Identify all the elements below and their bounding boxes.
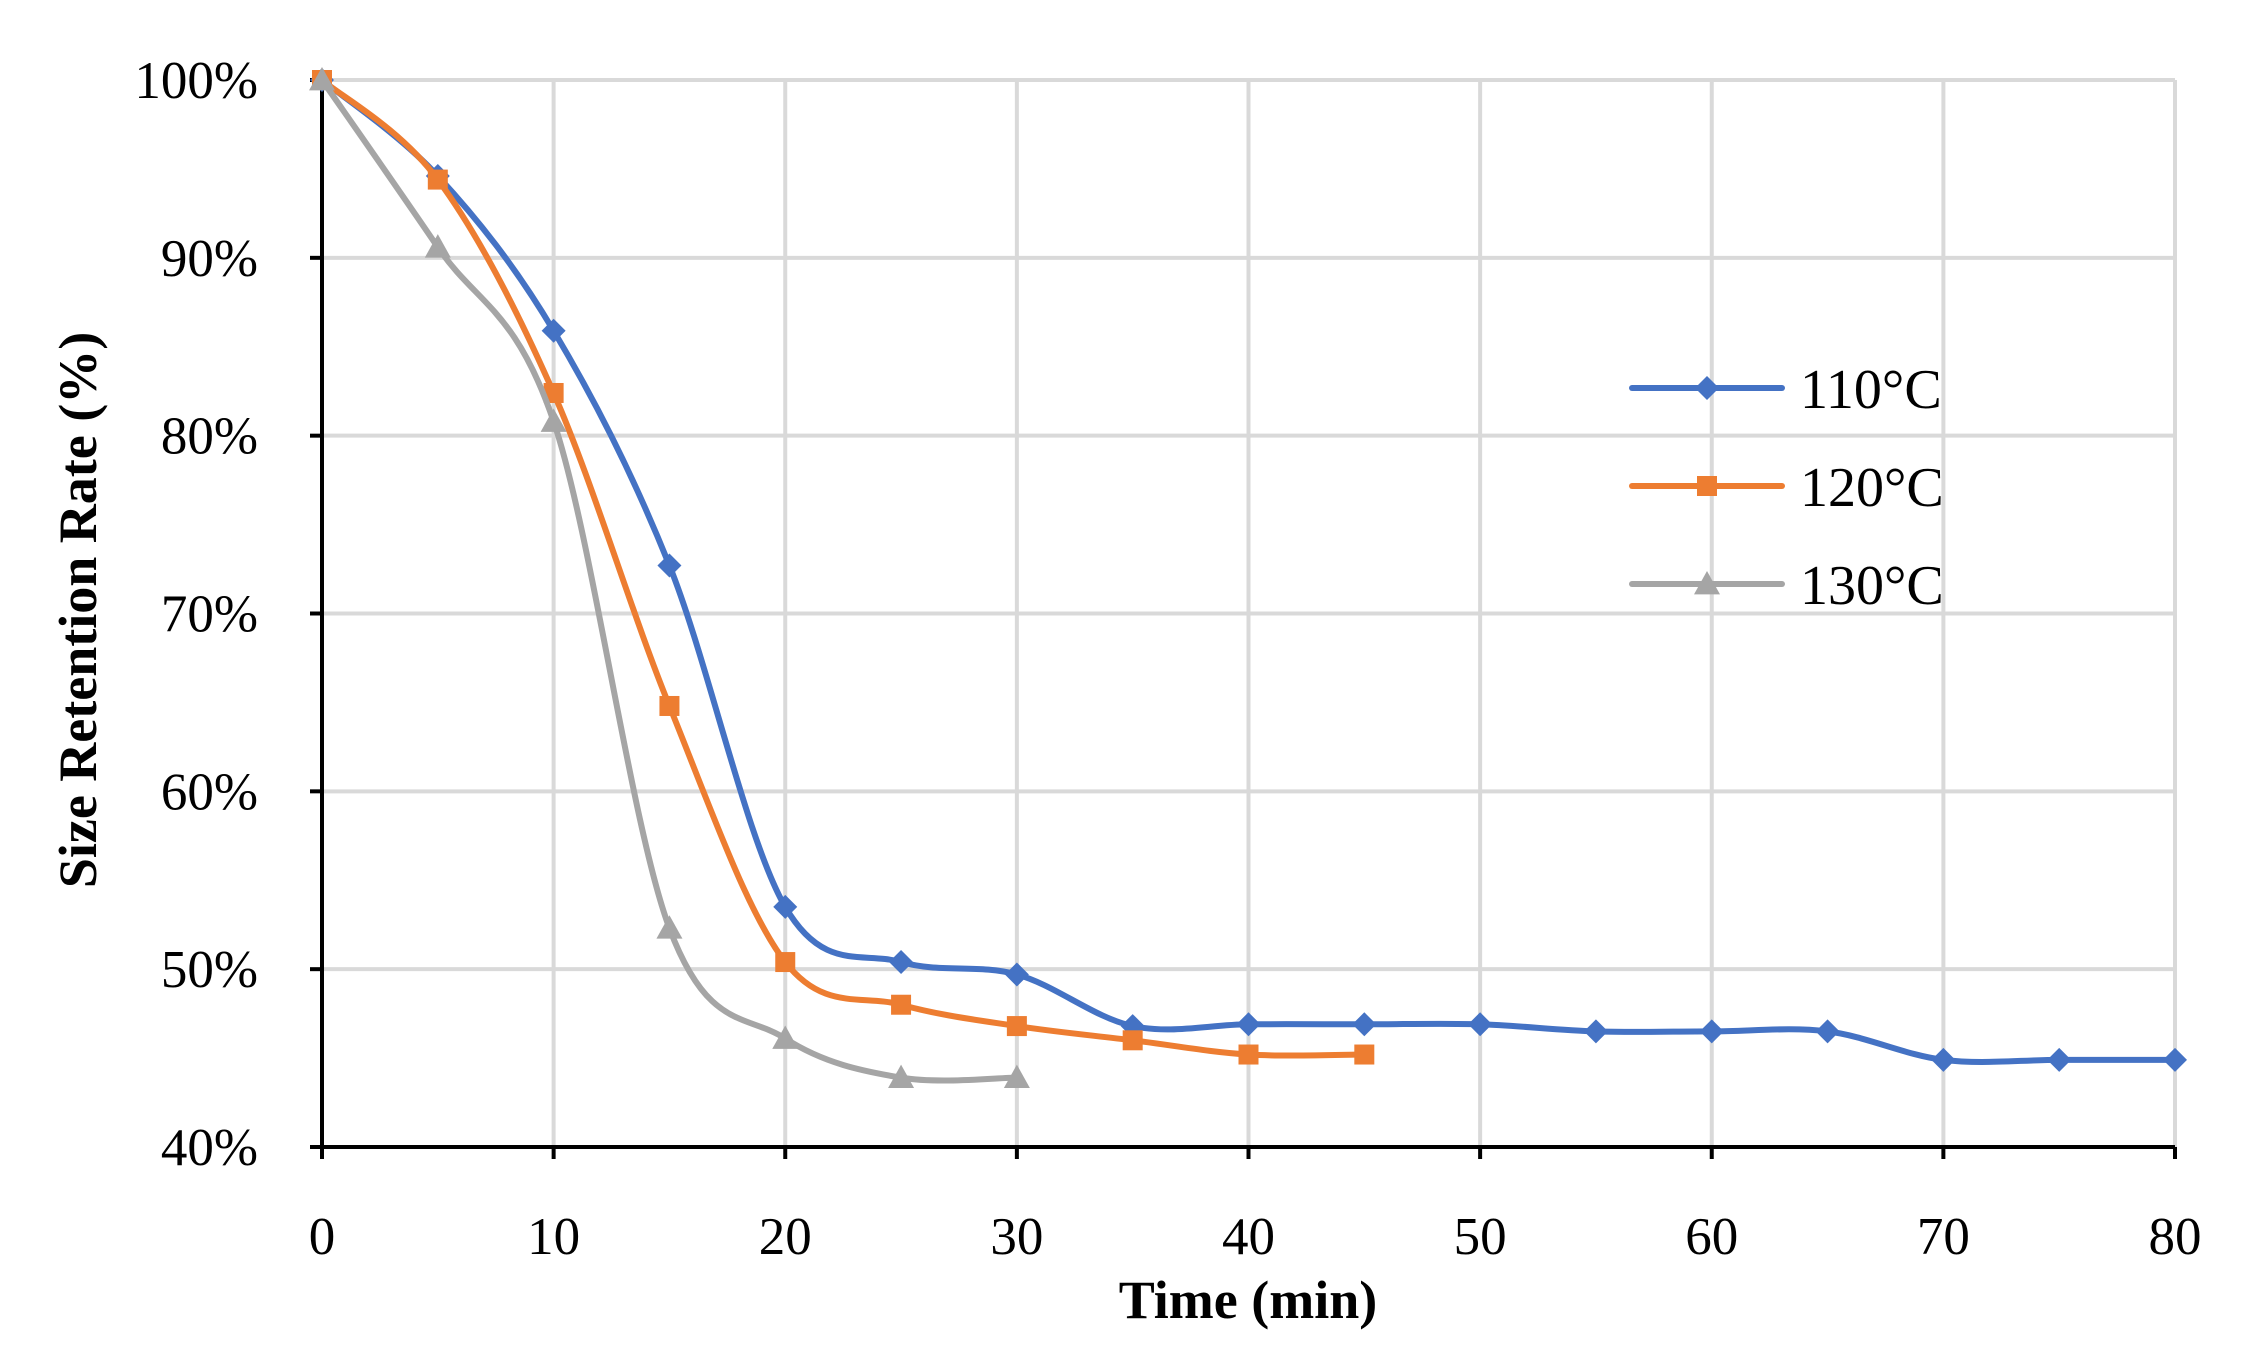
y-tick-label: 50%: [161, 941, 258, 999]
legend-label: 130°C: [1800, 555, 1944, 617]
data-point: [657, 553, 682, 578]
y-axis-title: Size Retention Rate (%): [48, 332, 108, 888]
legend-marker: [1695, 376, 1719, 400]
x-tick-label: 60: [1685, 1208, 1738, 1266]
data-point: [659, 695, 680, 716]
legend-marker: [1697, 476, 1717, 496]
data-point: [543, 382, 564, 403]
data-point: [1583, 1019, 1608, 1044]
series-2: [312, 70, 1375, 1065]
y-tick-label: 90%: [161, 230, 258, 288]
data-point: [1006, 1016, 1027, 1037]
x-tick-label: 50: [1454, 1208, 1507, 1266]
data-point: [1815, 1019, 1840, 1044]
data-point: [1352, 1012, 1377, 1037]
x-tick-label: 80: [2149, 1208, 2202, 1266]
legend-entry: 120°C: [1629, 457, 1944, 519]
y-tick-label: 100%: [134, 52, 258, 110]
y-tick-label: 70%: [161, 586, 258, 644]
x-tick-label: 40: [1222, 1208, 1275, 1266]
data-point: [540, 408, 567, 432]
data-point: [1699, 1019, 1724, 1044]
x-axis-title: Time (min): [1119, 1270, 1377, 1330]
data-point: [1238, 1044, 1259, 1065]
series-line: [319, 77, 1368, 1059]
x-tick-label: 70: [1917, 1208, 1970, 1266]
tick-labels: 0 10 20 30 40 50 60 70 80 40% 50% 60% 70% 80% 90% 100%: [134, 52, 2201, 1266]
series-3: [309, 67, 1030, 1089]
x-tick-label: 30: [990, 1208, 1043, 1266]
data-point: [1468, 1012, 1493, 1037]
data-point: [427, 169, 448, 190]
series-1: [310, 68, 2187, 1072]
legend: 110°C 120°C 130°C: [1629, 359, 1944, 617]
data-point: [1931, 1047, 1956, 1072]
data-point: [541, 318, 566, 343]
series-group: [309, 67, 2187, 1089]
legend-label: 110°C: [1800, 359, 1942, 421]
legend-entry: 130°C: [1629, 555, 1944, 617]
data-point: [1122, 1030, 1143, 1051]
data-point: [1003, 1064, 1030, 1089]
data-point: [2047, 1047, 2072, 1072]
gridlines: [322, 78, 2177, 1147]
y-tick-label: 60%: [161, 763, 258, 821]
data-point: [2163, 1047, 2187, 1072]
y-tick-label: 40%: [161, 1119, 258, 1177]
data-point: [1354, 1044, 1375, 1065]
data-point: [1236, 1012, 1261, 1037]
data-point: [772, 1025, 799, 1049]
data-point: [1004, 962, 1029, 987]
y-tick-label: 80%: [161, 408, 258, 466]
legend-label: 120°C: [1800, 457, 1944, 519]
data-point: [309, 67, 335, 91]
x-tick-label: 0: [309, 1208, 336, 1266]
data-point: [424, 234, 451, 258]
data-point: [775, 952, 796, 973]
legend-entry: 110°C: [1629, 359, 1942, 421]
data-point: [656, 915, 683, 939]
legend-marker: [1694, 571, 1720, 595]
data-point: [889, 950, 914, 975]
data-point: [773, 894, 798, 919]
data-point: [888, 1064, 915, 1089]
axes: [310, 78, 2177, 1159]
x-tick-label: 10: [527, 1208, 580, 1266]
x-tick-label: 20: [759, 1208, 812, 1266]
data-point: [891, 994, 912, 1015]
